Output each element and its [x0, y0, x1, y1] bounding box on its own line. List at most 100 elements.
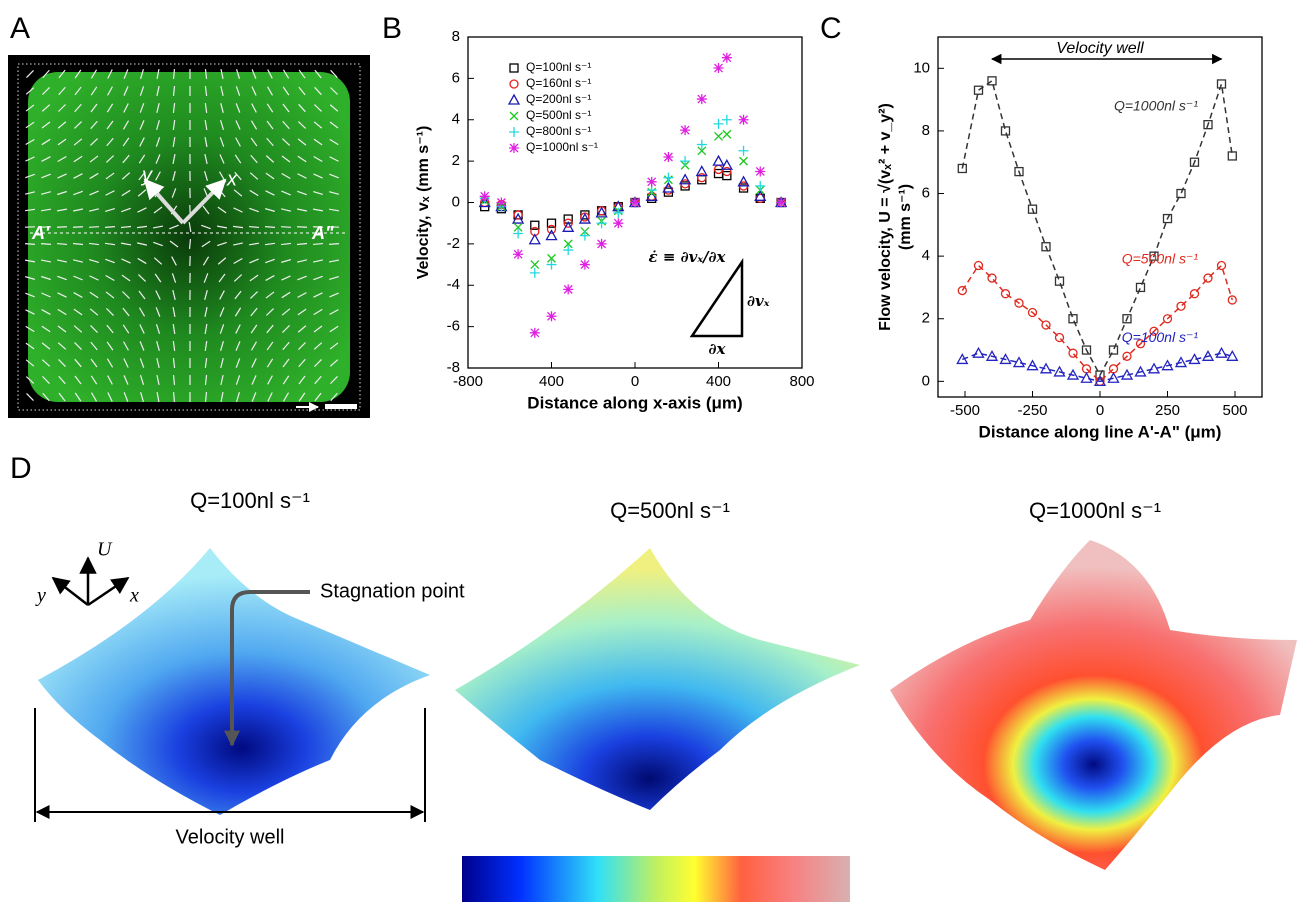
flow-vector	[74, 358, 82, 368]
flow-vector	[218, 273, 226, 283]
flow-vector	[235, 103, 241, 113]
flow-vector	[156, 68, 160, 80]
flow-vector	[235, 392, 241, 402]
flow-vector	[73, 325, 83, 333]
flow-vector	[312, 208, 324, 212]
point	[738, 114, 749, 125]
flow-vector	[41, 292, 51, 298]
flow-vector	[105, 155, 115, 163]
flow-vector	[172, 374, 176, 386]
point	[1014, 166, 1024, 177]
flow-vector	[41, 173, 51, 179]
flow-vector	[251, 375, 257, 385]
surface-title: Q=100nl s⁻¹	[190, 488, 310, 513]
point	[547, 253, 556, 263]
flow-vector	[41, 309, 51, 315]
flow-vector	[104, 242, 116, 246]
flow-vector	[58, 69, 66, 79]
flow-vector	[104, 226, 116, 228]
flow-vector	[89, 190, 99, 196]
flow-vector	[139, 341, 145, 351]
flow-vector	[42, 69, 50, 79]
y-axis-label: (mm s⁻¹)	[897, 184, 914, 250]
flow-vector	[156, 341, 160, 351]
point	[579, 259, 590, 270]
flow-vector	[313, 121, 323, 129]
point	[1041, 320, 1051, 330]
flow-vector	[172, 85, 176, 97]
flow-vector	[219, 120, 225, 130]
flow-vector	[154, 273, 162, 283]
flow-vector	[298, 86, 306, 96]
flow-vector	[169, 224, 179, 230]
flow-vector	[329, 292, 339, 298]
flow-vector	[73, 155, 83, 163]
flow-vector	[328, 243, 340, 245]
flow-vector	[123, 375, 129, 385]
flow-vector	[264, 242, 276, 246]
flow-vector	[105, 172, 115, 180]
flow-vector	[72, 208, 84, 212]
flow-vector	[122, 324, 130, 334]
flow-vector	[106, 103, 114, 113]
flow-vector	[122, 137, 130, 147]
axis-arrow	[181, 178, 227, 225]
flow-vector	[73, 259, 83, 263]
flow-vector	[121, 207, 131, 213]
series-label: Q=500nl s⁻¹	[1122, 251, 1199, 267]
flow-vector	[298, 375, 306, 385]
flow-vector	[123, 103, 129, 113]
flow-vector	[25, 309, 35, 315]
point	[1027, 204, 1038, 214]
flow-vector	[296, 208, 308, 212]
point	[1053, 365, 1066, 377]
flow-vector	[123, 358, 129, 368]
point	[972, 346, 985, 358]
flow-vector	[265, 190, 275, 196]
flow-vector	[57, 292, 67, 298]
flow-vector	[233, 274, 243, 282]
flow-vector	[328, 259, 340, 263]
flow-vector	[235, 341, 241, 351]
flow-vector	[329, 121, 339, 129]
flow-vector	[267, 375, 273, 385]
point	[713, 63, 724, 74]
flow-vector	[74, 375, 82, 385]
flow-vector	[89, 259, 99, 263]
flow-vector	[235, 120, 241, 130]
x-tick-label: 0	[1096, 402, 1104, 419]
plot-frame	[937, 36, 1263, 398]
flow-vector	[153, 241, 163, 247]
annotation: ∂x	[709, 340, 727, 358]
point	[678, 173, 692, 185]
flow-vector	[137, 274, 147, 282]
flow-vector	[25, 325, 35, 333]
point	[663, 172, 674, 183]
flow-vector	[264, 226, 276, 228]
flow-vector	[220, 85, 224, 97]
flow-vector	[235, 137, 241, 147]
flow-vector	[204, 136, 208, 148]
flow-vector	[235, 324, 241, 334]
flow-vector	[42, 375, 50, 385]
point	[680, 125, 691, 136]
axis-label: y	[140, 164, 153, 186]
legend-label: Q=1000nl s⁻¹	[526, 140, 598, 154]
flow-vector	[155, 324, 161, 334]
flow-vector	[219, 290, 225, 300]
point	[513, 228, 524, 239]
flow-vector	[25, 376, 35, 384]
y-tick-label: 8	[922, 122, 930, 139]
flow-vector	[251, 86, 257, 96]
flow-vector	[105, 275, 115, 281]
point	[1147, 362, 1161, 374]
flow-vector	[58, 375, 66, 385]
point	[546, 259, 557, 270]
flow-vector	[89, 291, 99, 299]
point	[739, 156, 749, 166]
point	[697, 173, 707, 183]
point	[1012, 356, 1026, 368]
flow-vector	[188, 238, 192, 250]
point	[513, 210, 523, 220]
flow-vector	[314, 392, 322, 402]
